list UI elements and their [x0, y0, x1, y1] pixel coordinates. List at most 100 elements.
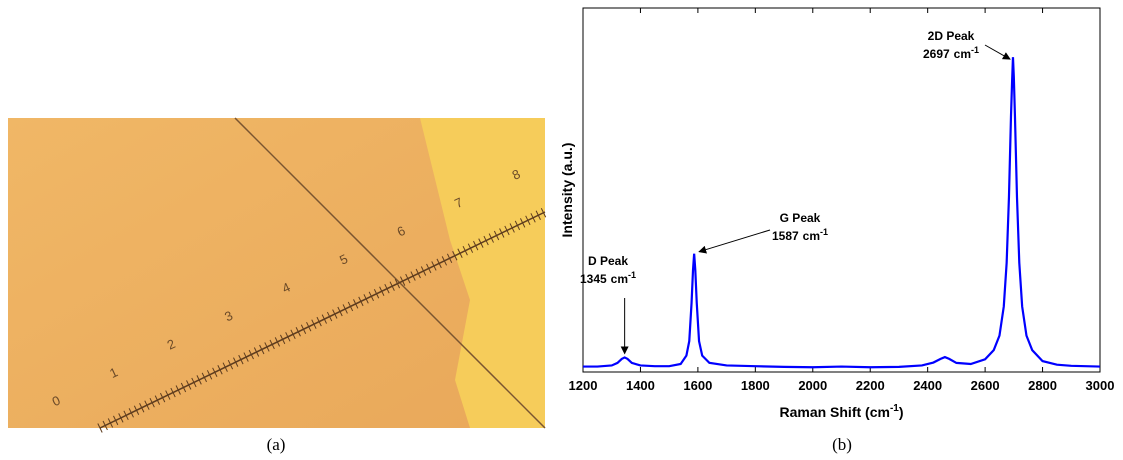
ruler-tick [238, 354, 244, 365]
ruler-tick [321, 314, 327, 324]
x-axis-label-text: Raman Shift (cm [779, 404, 889, 420]
annotation-exp: -1 [820, 227, 828, 237]
ruler-tick [373, 289, 380, 299]
ruler-tick [316, 316, 322, 327]
ruler-tick [389, 281, 395, 291]
ruler-tick [326, 311, 333, 322]
x-axis-label: Raman Shift (cm-1) [779, 403, 903, 420]
ruler-tick [514, 220, 521, 231]
spectrum-line [583, 57, 1101, 369]
ruler-tick [128, 408, 134, 418]
annotation-name: 2D Peak [928, 29, 975, 43]
ruler-tick [436, 258, 442, 269]
ruler-tick [420, 266, 427, 276]
ruler-tick [363, 294, 369, 304]
annotation-exp: -1 [971, 45, 979, 55]
ruler-tick [206, 370, 213, 380]
ruler-tick [118, 413, 124, 423]
ruler-tick [332, 309, 338, 319]
ruler-tick [342, 304, 348, 314]
ruler-tick [520, 218, 526, 228]
ruler-tick [222, 362, 228, 372]
ruler-tick [358, 296, 364, 307]
ruler-tick [493, 230, 500, 241]
ruler-tick [530, 213, 536, 223]
annotation-value: 1587 cm-1 [772, 227, 828, 243]
x-axis-label-exp: -1 [890, 403, 899, 414]
ruler-tick [337, 306, 343, 317]
ruler-tick [285, 332, 291, 342]
ruler-tick [165, 390, 171, 400]
ruler-tick [180, 382, 187, 393]
ruler-tick [394, 278, 401, 289]
ruler-tick [379, 286, 385, 296]
x-tick-label: 2800 [1028, 378, 1057, 393]
x-tick-label: 1200 [569, 378, 598, 393]
ruler-tick [452, 251, 458, 261]
ruler-ticks [97, 208, 547, 433]
ruler-tick [107, 418, 114, 428]
ruler-tick [290, 329, 296, 340]
photo-substrate [420, 118, 545, 428]
annotation-number: 1587 [772, 229, 799, 243]
x-tick-label: 1600 [683, 378, 712, 393]
caption: (a) [267, 435, 286, 454]
x-axis-label-end: ) [899, 404, 904, 420]
ruler-tick [499, 228, 505, 238]
ruler-tick [217, 365, 223, 375]
annotation-number: 2697 [923, 47, 950, 61]
ruler-tick [347, 301, 354, 312]
ruler-tick [353, 299, 359, 309]
x-tick-label: 1800 [741, 378, 770, 393]
annotation-name: G Peak [780, 211, 821, 225]
annotation-unit: cm [803, 229, 820, 243]
ruler-tick [457, 248, 463, 258]
ruler-tick [175, 385, 181, 395]
x-tick-label: 2400 [913, 378, 942, 393]
ruler-tick [295, 327, 301, 337]
photo-line [234, 117, 546, 429]
ruler-tick [478, 238, 484, 248]
ruler-tick [233, 357, 239, 367]
ruler-tick [253, 347, 260, 357]
ruler-tick [259, 344, 265, 355]
ruler-tick [123, 410, 129, 421]
ruler-tick [525, 215, 531, 226]
ruler-tick [540, 208, 547, 218]
ruler-tick [405, 273, 411, 284]
ruler-tick [227, 359, 234, 370]
ruler-tick [97, 423, 103, 433]
ruler-tick [186, 380, 192, 390]
ruler-tick [300, 324, 307, 334]
annotation-unit: cm [611, 272, 628, 286]
x-tick-label: 1400 [626, 378, 655, 393]
x-tick-label: 3000 [1086, 378, 1115, 393]
ruler-tick [462, 245, 468, 256]
ruler-tick [154, 395, 161, 405]
ruler-tick [133, 405, 140, 415]
ruler-tick [509, 223, 515, 233]
annotation-arrow [698, 229, 771, 254]
annotation-value: 1345 cm-1 [580, 270, 636, 286]
ruler-tick [191, 377, 197, 388]
x-tick-label: 2200 [856, 378, 885, 393]
ruler-tick [311, 319, 317, 329]
annotation-value: 2697 cm-1 [923, 45, 979, 61]
ruler-tick [279, 334, 286, 345]
ruler-tick [426, 263, 432, 274]
ruler-tick [196, 375, 202, 385]
y-axis-label: Intensity (a.u.) [559, 143, 575, 238]
ruler-tick [113, 415, 119, 426]
ruler-tick [144, 400, 150, 410]
ruler-tick [473, 240, 479, 251]
ruler-tick [441, 256, 448, 266]
plot-frame [582, 7, 1101, 373]
ruler-tick [488, 233, 494, 243]
ruler-tick [269, 339, 275, 350]
ruler-tick [201, 372, 207, 383]
ruler-tick [212, 367, 218, 377]
chart: 1200 1400 1600 1800 2000 2200 2400 2600 2800 3000… [559, 7, 1115, 420]
annotation-number: 1345 [580, 272, 607, 286]
ruler-tick [274, 337, 281, 347]
